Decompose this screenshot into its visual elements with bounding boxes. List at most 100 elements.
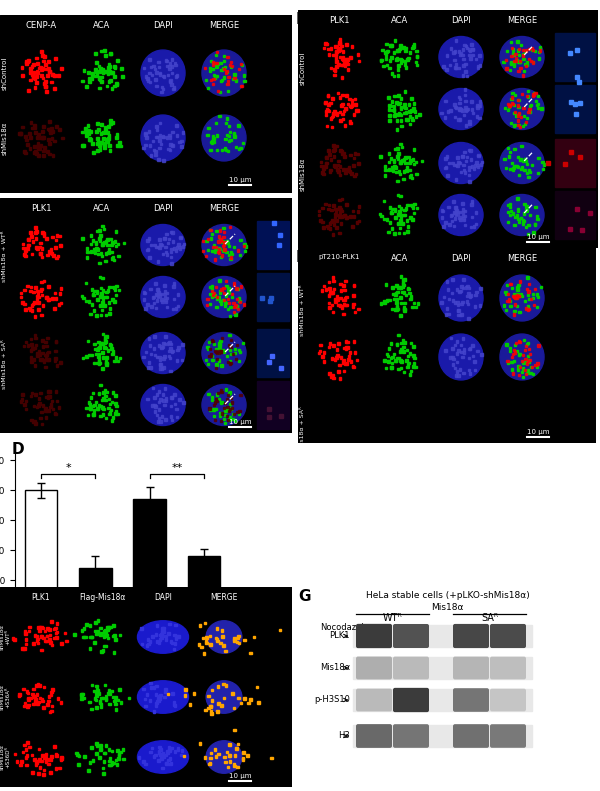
- Bar: [114, 699, 116, 702]
- Bar: [37, 62, 39, 65]
- Bar: [224, 149, 227, 151]
- Bar: [464, 94, 466, 97]
- Bar: [23, 403, 26, 406]
- Bar: [459, 108, 461, 110]
- Bar: [536, 104, 538, 106]
- Text: ACA: ACA: [94, 204, 110, 213]
- Bar: [104, 339, 106, 342]
- Bar: [113, 652, 115, 654]
- Bar: [169, 80, 172, 83]
- Bar: [448, 161, 451, 164]
- Bar: [162, 626, 164, 629]
- Bar: [346, 59, 349, 61]
- Bar: [103, 49, 106, 52]
- Bar: [527, 96, 529, 97]
- Bar: [220, 69, 223, 71]
- Bar: [195, 669, 253, 725]
- Bar: [346, 362, 349, 365]
- Bar: [218, 399, 220, 400]
- Bar: [168, 341, 171, 343]
- Bar: [325, 288, 327, 291]
- Bar: [345, 59, 348, 61]
- Bar: [210, 78, 212, 81]
- Bar: [170, 83, 173, 86]
- Bar: [493, 270, 551, 326]
- Bar: [517, 210, 520, 212]
- Bar: [477, 154, 479, 157]
- Bar: [82, 297, 85, 299]
- Bar: [95, 290, 98, 293]
- Bar: [397, 152, 400, 154]
- Bar: [114, 412, 116, 414]
- Bar: [401, 223, 404, 225]
- Bar: [526, 61, 528, 63]
- Bar: [46, 358, 49, 361]
- Bar: [176, 74, 178, 77]
- Bar: [461, 54, 464, 56]
- Text: SAᴿ: SAᴿ: [481, 613, 498, 623]
- Bar: [332, 114, 334, 116]
- Bar: [88, 77, 91, 80]
- Bar: [532, 232, 535, 233]
- Bar: [160, 346, 163, 348]
- Bar: [61, 137, 64, 139]
- Bar: [34, 702, 36, 704]
- Bar: [232, 413, 234, 415]
- Bar: [159, 367, 161, 369]
- Bar: [99, 699, 101, 702]
- Bar: [388, 347, 390, 350]
- Bar: [215, 246, 217, 248]
- Bar: [237, 635, 240, 638]
- Bar: [215, 306, 218, 308]
- Bar: [211, 290, 213, 292]
- Bar: [26, 285, 29, 287]
- Bar: [88, 138, 91, 141]
- Bar: [228, 418, 230, 421]
- Bar: [47, 66, 50, 70]
- Bar: [457, 374, 460, 377]
- Bar: [575, 75, 579, 79]
- Bar: [32, 76, 35, 79]
- Bar: [531, 366, 533, 368]
- Bar: [26, 247, 29, 249]
- Bar: [509, 104, 511, 106]
- Bar: [96, 688, 98, 691]
- Bar: [518, 311, 521, 313]
- Bar: [398, 357, 400, 359]
- Bar: [149, 144, 151, 146]
- Bar: [242, 751, 245, 754]
- Bar: [30, 361, 32, 363]
- Bar: [536, 362, 539, 365]
- Bar: [310, 270, 368, 326]
- Bar: [319, 219, 322, 221]
- Bar: [341, 64, 343, 66]
- Bar: [229, 258, 232, 260]
- Bar: [578, 101, 581, 105]
- Bar: [400, 215, 402, 218]
- Bar: [224, 305, 226, 307]
- Bar: [43, 359, 46, 361]
- Bar: [344, 108, 347, 111]
- Bar: [31, 65, 34, 68]
- Bar: [99, 141, 101, 144]
- Bar: [390, 366, 392, 369]
- Bar: [352, 165, 355, 167]
- Bar: [338, 206, 341, 208]
- Bar: [521, 371, 523, 373]
- Bar: [41, 255, 43, 259]
- Bar: [114, 403, 116, 405]
- Bar: [44, 640, 47, 642]
- Ellipse shape: [500, 334, 544, 380]
- Bar: [108, 301, 110, 304]
- Bar: [113, 85, 116, 87]
- Bar: [528, 308, 530, 310]
- Bar: [164, 297, 166, 299]
- FancyBboxPatch shape: [490, 725, 526, 747]
- Bar: [407, 364, 409, 366]
- Bar: [403, 309, 406, 312]
- Bar: [134, 220, 192, 270]
- Bar: [153, 403, 156, 407]
- Bar: [83, 636, 85, 638]
- Bar: [105, 361, 107, 363]
- Bar: [53, 637, 55, 639]
